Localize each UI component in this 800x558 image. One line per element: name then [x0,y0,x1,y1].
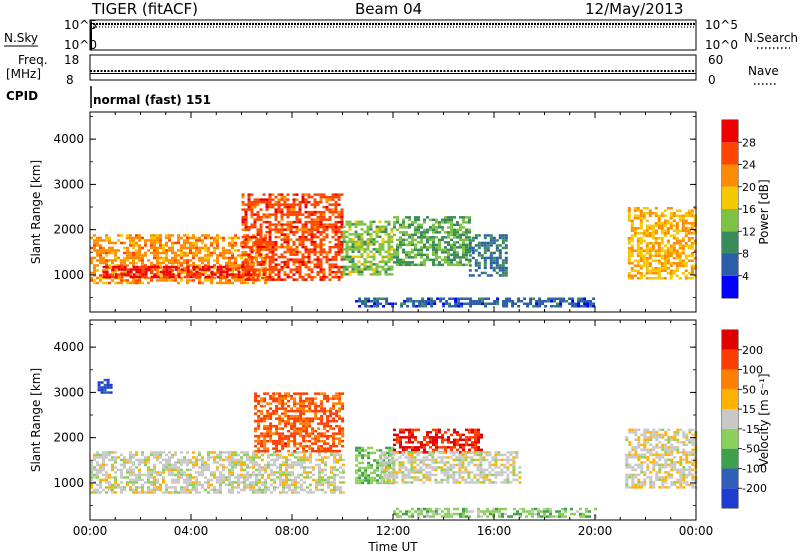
date-title: 12/May/2013 [585,0,683,18]
velocity-colorbar-segment [722,429,738,449]
noise-sky-label: N.Sky [4,31,38,45]
power-region-4 [393,216,471,266]
power-colorbar-tick-label: 16 [742,203,756,216]
power-colorbar-tick-label: 8 [742,248,749,261]
velocity-region-6 [625,429,697,489]
velocity-colorbar-segment [722,409,738,429]
power-colorbar-tick-label: 12 [742,225,756,238]
power-scatter [90,193,697,307]
nave-tick-top: 60 [708,53,723,67]
freq-tick-top: 18 [64,53,79,67]
freq-label-line1: Freq. [18,53,48,67]
power-colorbar-segment [722,187,738,209]
power-colorbar-segment [722,120,738,142]
time-tick-label: 00:00 [73,524,108,538]
power-colorbar-label: Power [dB] [757,179,771,244]
power-region-7 [628,207,697,280]
time-tick-label: 08:00 [275,524,310,538]
noise-left-tick-top: 10^5 [64,18,97,32]
power-colorbar-tick-label: 4 [742,270,749,283]
time-tick-label: 00:00 [679,524,714,538]
velocity-colorbar-segment [722,389,738,409]
power-region-5 [469,234,508,277]
velocity-colorbar-segment [722,468,738,488]
noise-panel: N.Sky 10^5 10^0 10^5 10^0 N.Search [4,18,798,52]
velocity-colorbar-tick-label: 200 [742,344,763,357]
power-colorbar-segment [722,142,738,164]
velocity-colorbar-label: Velocity [m s⁻¹] [757,373,771,466]
power-region-3 [343,221,394,276]
power-ytick-label: 4000 [53,132,84,146]
noise-right-tick-top: 10^5 [705,18,738,32]
nave-label: Nave [748,64,779,78]
velocity-ylabel: Slant Range [km] [29,368,43,472]
velocity-ytick-label: 4000 [53,340,84,354]
velocity-region-5 [393,508,597,518]
noise-right-tick-bottom: 10^0 [705,38,738,52]
velocity-ytick-label: 1000 [53,476,84,490]
station-title: TIGER (fitACF) [91,0,198,18]
cpid-label: CPID [6,89,38,103]
velocity-region-3 [393,429,483,454]
velocity-region-0 [90,451,345,494]
time-tick-label: 20:00 [578,524,613,538]
freq-label-line2: [MHz] [6,67,41,81]
velocity-ytick-label: 3000 [53,385,84,399]
noise-left-tick-bottom: 10^0 [64,38,97,52]
velocity-colorbar-segment [722,370,738,390]
velocity-scatter [90,379,697,518]
velocity-colorbar-tick-label: 15 [742,403,756,416]
power-panel: 1000 2000 3000 4000 Slant Range [km] 28 24 20… [29,112,771,312]
power-colorbar-tick-label: 24 [742,159,756,172]
velocity-colorbar-segment [722,350,738,370]
cpid-panel: CPID normal (fast) 151 [6,86,211,108]
velocity-region-7 [98,379,113,394]
power-colorbar-segment [722,254,738,276]
power-ytick-label: 1000 [53,268,84,282]
velocity-colorbar-segment [722,330,738,350]
time-axis: 00:00 04:00 08:00 12:00 16:00 20:00 00:00 [73,524,714,538]
velocity-colorbar-segment [722,488,738,508]
time-axis-title: Time UT [367,540,418,554]
time-tick-label: 12:00 [376,524,411,538]
power-ytick-label: 2000 [53,223,84,237]
velocity-region-1 [254,392,344,452]
velocity-colorbar-tick-label: -200 [742,482,767,495]
cpid-text: normal (fast) 151 [93,93,211,107]
nave-tick-bottom: 0 [708,73,716,87]
time-tick-label: 04:00 [174,524,209,538]
power-colorbar-tick-label: 28 [742,136,756,149]
frequency-panel: Freq. [MHz] 18 8 60 0 Nave [6,53,779,87]
noise-search-label: N.Search [744,31,798,45]
velocity-ytick-label: 2000 [53,431,84,445]
power-ytick-label: 3000 [53,177,84,191]
power-region-6 [355,298,595,308]
velocity-colorbar-segment [722,449,738,469]
freq-tick-bottom: 8 [66,73,74,87]
power-colorbar-segment [722,165,738,187]
velocity-region-4 [380,451,521,484]
time-tick-label: 16:00 [477,524,512,538]
power-colorbar-segment [722,276,738,298]
power-colorbar-tick-label: 20 [742,181,756,194]
power-ylabel: Slant Range [km] [29,160,43,264]
velocity-colorbar-tick-label: 50 [742,383,756,396]
power-colorbar-segment [722,209,738,231]
beam-title: Beam 04 [355,0,422,18]
power-colorbar-segment [722,231,738,253]
